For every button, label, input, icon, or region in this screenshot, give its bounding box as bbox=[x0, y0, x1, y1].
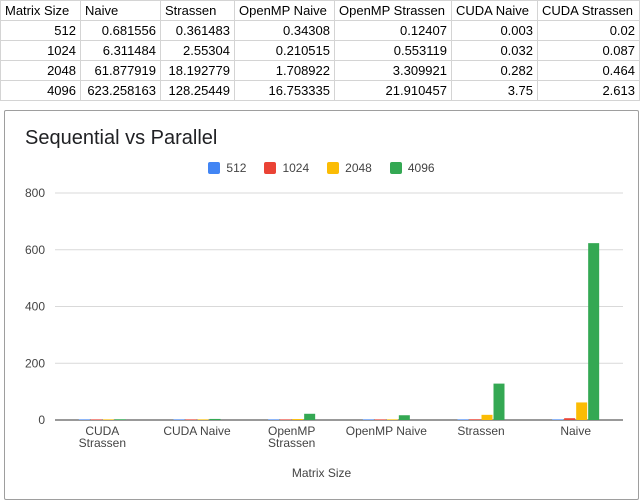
x-tick-label: Strassen bbox=[268, 436, 315, 450]
sheet-cell[interactable]: 0.361483 bbox=[160, 20, 235, 41]
sheet-cell[interactable]: 2048 bbox=[0, 60, 81, 81]
bar-2048-naive[interactable] bbox=[576, 402, 588, 420]
bar-4096-openmp-naive[interactable] bbox=[398, 415, 410, 420]
bar-1024-cuda-strassen[interactable] bbox=[90, 419, 102, 420]
bar-1024-cuda-naive[interactable] bbox=[185, 419, 197, 420]
sheet-cell[interactable]: 2.613 bbox=[537, 80, 640, 101]
sheet-cell[interactable]: 128.25449 bbox=[160, 80, 235, 101]
y-tick-label: 400 bbox=[25, 300, 45, 314]
bar-512-openmp-strassen[interactable] bbox=[268, 419, 280, 420]
sheet-cell[interactable]: 0.12407 bbox=[334, 20, 452, 41]
bar-1024-openmp-strassen[interactable] bbox=[280, 419, 292, 420]
sheet-header-row: Matrix Size Naive Strassen OpenMP Naive Open… bbox=[0, 0, 640, 21]
sheet-cell[interactable]: 18.192779 bbox=[160, 60, 235, 81]
sheet-cell[interactable]: 0.003 bbox=[451, 20, 538, 41]
chart-container[interactable]: Sequential vs Parallel 512 1024 2048 4096 0… bbox=[4, 110, 639, 500]
legend-label: 4096 bbox=[407, 161, 435, 175]
sheet-cell[interactable]: 0.032 bbox=[451, 40, 538, 61]
bar-4096-openmp-strassen[interactable] bbox=[304, 413, 316, 420]
sheet-cell[interactable]: 0.34308 bbox=[234, 20, 335, 41]
sheet-cell[interactable]: 2.55304 bbox=[160, 40, 235, 61]
legend-swatch bbox=[389, 162, 402, 174]
x-tick-label: CUDA bbox=[85, 424, 119, 438]
bar-512-strassen[interactable] bbox=[457, 419, 469, 420]
sheet-cell[interactable]: 61.877919 bbox=[80, 60, 161, 81]
sheet-cell[interactable]: 512 bbox=[0, 20, 81, 41]
sheet-cell[interactable]: 1.708922 bbox=[234, 60, 335, 81]
sheet-header-cell[interactable]: CUDA Strassen bbox=[537, 0, 640, 21]
chart-legend: 512 1024 2048 4096 bbox=[5, 161, 638, 175]
x-tick-label: Strassen bbox=[79, 436, 126, 450]
sheet-cell[interactable]: 623.258163 bbox=[80, 80, 161, 101]
bar-1024-naive[interactable] bbox=[564, 418, 576, 420]
legend-swatch bbox=[264, 162, 277, 174]
sheet-header-cell[interactable]: Matrix Size bbox=[0, 0, 81, 21]
bar-4096-cuda-naive[interactable] bbox=[209, 418, 221, 420]
legend-label: 512 bbox=[226, 161, 247, 175]
legend-label: 1024 bbox=[282, 161, 310, 175]
bar-4096-strassen[interactable] bbox=[493, 383, 505, 420]
y-tick-label: 200 bbox=[25, 356, 45, 370]
x-tick-label: Strassen bbox=[457, 424, 504, 438]
bar-2048-openmp-naive[interactable] bbox=[386, 419, 398, 420]
sheet-cell[interactable]: 0.553119 bbox=[334, 40, 452, 61]
y-tick-label: 600 bbox=[25, 243, 45, 257]
legend-item-2048[interactable]: 2048 bbox=[327, 161, 372, 175]
sheet-header-cell[interactable]: OpenMP Naive bbox=[234, 0, 335, 21]
x-tick-label: CUDA Naive bbox=[163, 424, 231, 438]
sheet-row: 4096 623.258163 128.25449 16.753335 21.91045… bbox=[0, 80, 640, 101]
legend-label: 2048 bbox=[345, 161, 372, 175]
sheet-cell[interactable]: 3.309921 bbox=[334, 60, 452, 81]
sheet-row: 512 0.681556 0.361483 0.34308 0.12407 0.003 0.… bbox=[0, 20, 640, 41]
bar-2048-strassen[interactable] bbox=[481, 414, 493, 420]
legend-swatch bbox=[208, 162, 221, 174]
sheet-header-cell[interactable]: CUDA Naive bbox=[451, 0, 538, 21]
bar-2048-cuda-naive[interactable] bbox=[197, 419, 209, 420]
sheet-header-cell[interactable]: Naive bbox=[80, 0, 161, 21]
sheet-cell[interactable]: 1024 bbox=[0, 40, 81, 61]
sheet-cell[interactable]: 3.75 bbox=[451, 80, 538, 101]
bar-4096-cuda-strassen[interactable] bbox=[114, 419, 126, 420]
bar-2048-openmp-strassen[interactable] bbox=[292, 419, 304, 420]
x-tick-label: OpenMP bbox=[268, 424, 315, 438]
bar-1024-strassen[interactable] bbox=[469, 419, 481, 420]
sheet-cell[interactable]: 21.910457 bbox=[334, 80, 452, 101]
sheet-cell[interactable]: 0.282 bbox=[451, 60, 538, 81]
x-tick-label: OpenMP Naive bbox=[346, 424, 427, 438]
legend-item-1024[interactable]: 1024 bbox=[264, 161, 309, 175]
sheet-cell[interactable]: 0.210515 bbox=[234, 40, 335, 61]
sheet-cell[interactable]: 16.753335 bbox=[234, 80, 335, 101]
bar-512-openmp-naive[interactable] bbox=[362, 419, 374, 420]
legend-swatch bbox=[327, 162, 340, 174]
sheet-cell[interactable]: 4096 bbox=[0, 80, 81, 101]
bar-512-cuda-naive[interactable] bbox=[173, 419, 185, 420]
sheet-row: 2048 61.877919 18.192779 1.708922 3.309921 0.… bbox=[0, 60, 640, 81]
sheet-cell[interactable]: 0.681556 bbox=[80, 20, 161, 41]
y-tick-label: 0 bbox=[38, 413, 45, 427]
y-tick-label: 800 bbox=[25, 186, 45, 200]
bar-1024-openmp-naive[interactable] bbox=[374, 419, 386, 420]
legend-item-4096[interactable]: 4096 bbox=[389, 161, 435, 175]
legend-item-512[interactable]: 512 bbox=[208, 161, 246, 175]
x-tick-label: Naive bbox=[560, 424, 591, 438]
chart-title: Sequential vs Parallel bbox=[25, 127, 218, 149]
sheet-header-cell[interactable]: Strassen bbox=[160, 0, 235, 21]
bar-512-cuda-strassen[interactable] bbox=[78, 419, 90, 420]
x-axis-title: Matrix Size bbox=[291, 466, 352, 480]
sheet-cell[interactable]: 0.464 bbox=[537, 60, 640, 81]
bar-2048-cuda-strassen[interactable] bbox=[102, 419, 114, 420]
sheet-header-cell[interactable]: OpenMP Strassen bbox=[334, 0, 452, 21]
sheet-cell[interactable]: 0.02 bbox=[537, 20, 640, 41]
sheet-cell[interactable]: 0.087 bbox=[537, 40, 640, 61]
bar-512-naive[interactable] bbox=[552, 419, 564, 420]
sheet-row: 1024 6.311484 2.55304 0.210515 0.553119 0.032… bbox=[0, 40, 640, 61]
spreadsheet-table: Matrix Size Naive Strassen OpenMP Naive Open… bbox=[0, 0, 640, 101]
bar-4096-naive[interactable] bbox=[588, 243, 600, 420]
sheet-cell[interactable]: 6.311484 bbox=[80, 40, 161, 61]
